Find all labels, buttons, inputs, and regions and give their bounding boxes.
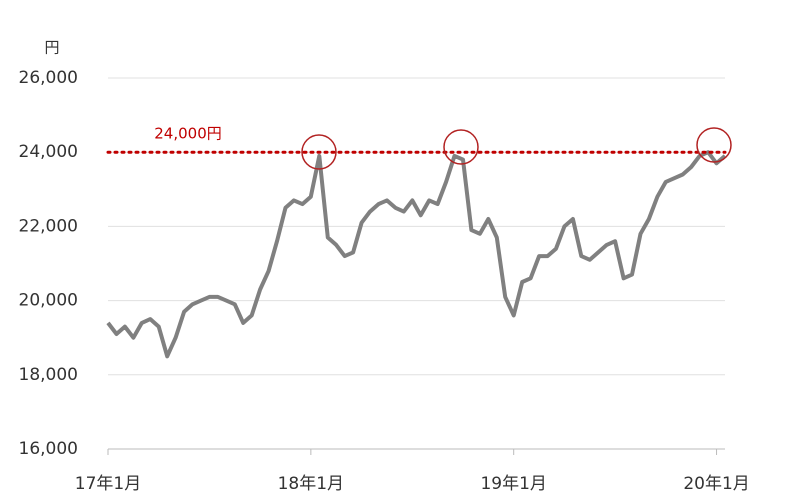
y-tick-label: 26,000 bbox=[19, 68, 78, 88]
highlight-circle bbox=[301, 134, 337, 170]
reference-label: 24,000円 bbox=[154, 125, 222, 143]
series-line bbox=[106, 150, 727, 359]
y-tick-label: 18,000 bbox=[19, 365, 78, 385]
y-tick-label: 16,000 bbox=[19, 439, 78, 459]
highlight-circles bbox=[301, 127, 732, 170]
x-tick-label: 17年1月 bbox=[75, 474, 141, 494]
highlight-circle bbox=[696, 127, 732, 163]
y-tick-label: 22,000 bbox=[19, 216, 78, 236]
highlight-circle bbox=[443, 129, 479, 165]
x-tick-label: 19年1月 bbox=[480, 474, 546, 494]
y-tick-label: 24,000 bbox=[19, 142, 78, 162]
x-tick-label: 20年1月 bbox=[683, 474, 749, 494]
y-tick-label: 20,000 bbox=[19, 291, 78, 311]
y-unit: 円 bbox=[44, 39, 59, 57]
x-tick-label: 18年1月 bbox=[278, 474, 344, 494]
